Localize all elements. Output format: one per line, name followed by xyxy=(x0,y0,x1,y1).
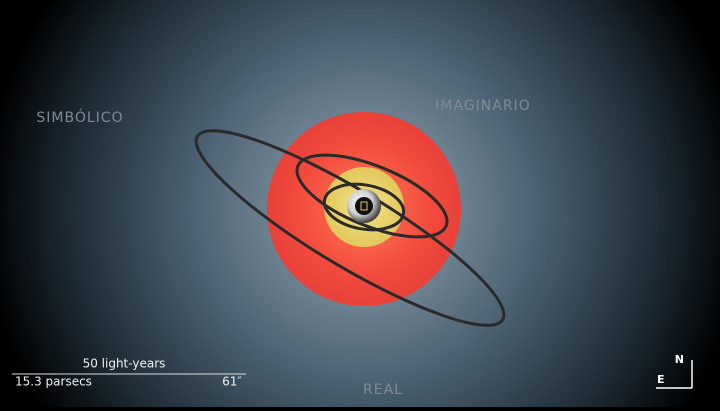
label-symbolic: SIMBÓLICO xyxy=(36,108,123,126)
scene: SIMBÓLICO IMAGINARIO REAL 50 light-years… xyxy=(0,0,720,407)
label-real: REAL xyxy=(363,382,403,398)
core-center xyxy=(355,197,373,215)
scale-parsecs: 15.3 parsecs xyxy=(15,375,92,389)
compass-east: E xyxy=(657,373,665,386)
scale-angle: 61″ xyxy=(222,375,242,389)
label-imaginary: IMAGINARIO xyxy=(435,98,530,114)
scale-distance: 50 light-years xyxy=(83,357,166,371)
compass-north: N xyxy=(675,353,684,366)
